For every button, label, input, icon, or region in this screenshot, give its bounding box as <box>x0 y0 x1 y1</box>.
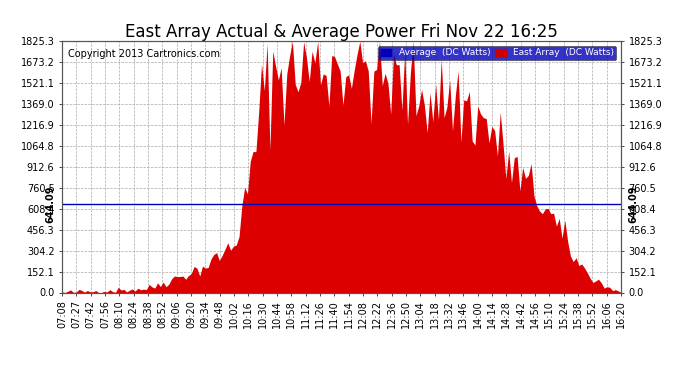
Text: Copyright 2013 Cartronics.com: Copyright 2013 Cartronics.com <box>68 49 219 59</box>
Text: 644.09: 644.09 <box>45 185 55 223</box>
Text: 644.09: 644.09 <box>628 185 638 223</box>
Title: East Array Actual & Average Power Fri Nov 22 16:25: East Array Actual & Average Power Fri No… <box>125 23 558 41</box>
Legend: Average  (DC Watts), East Array  (DC Watts): Average (DC Watts), East Array (DC Watts… <box>378 46 616 60</box>
